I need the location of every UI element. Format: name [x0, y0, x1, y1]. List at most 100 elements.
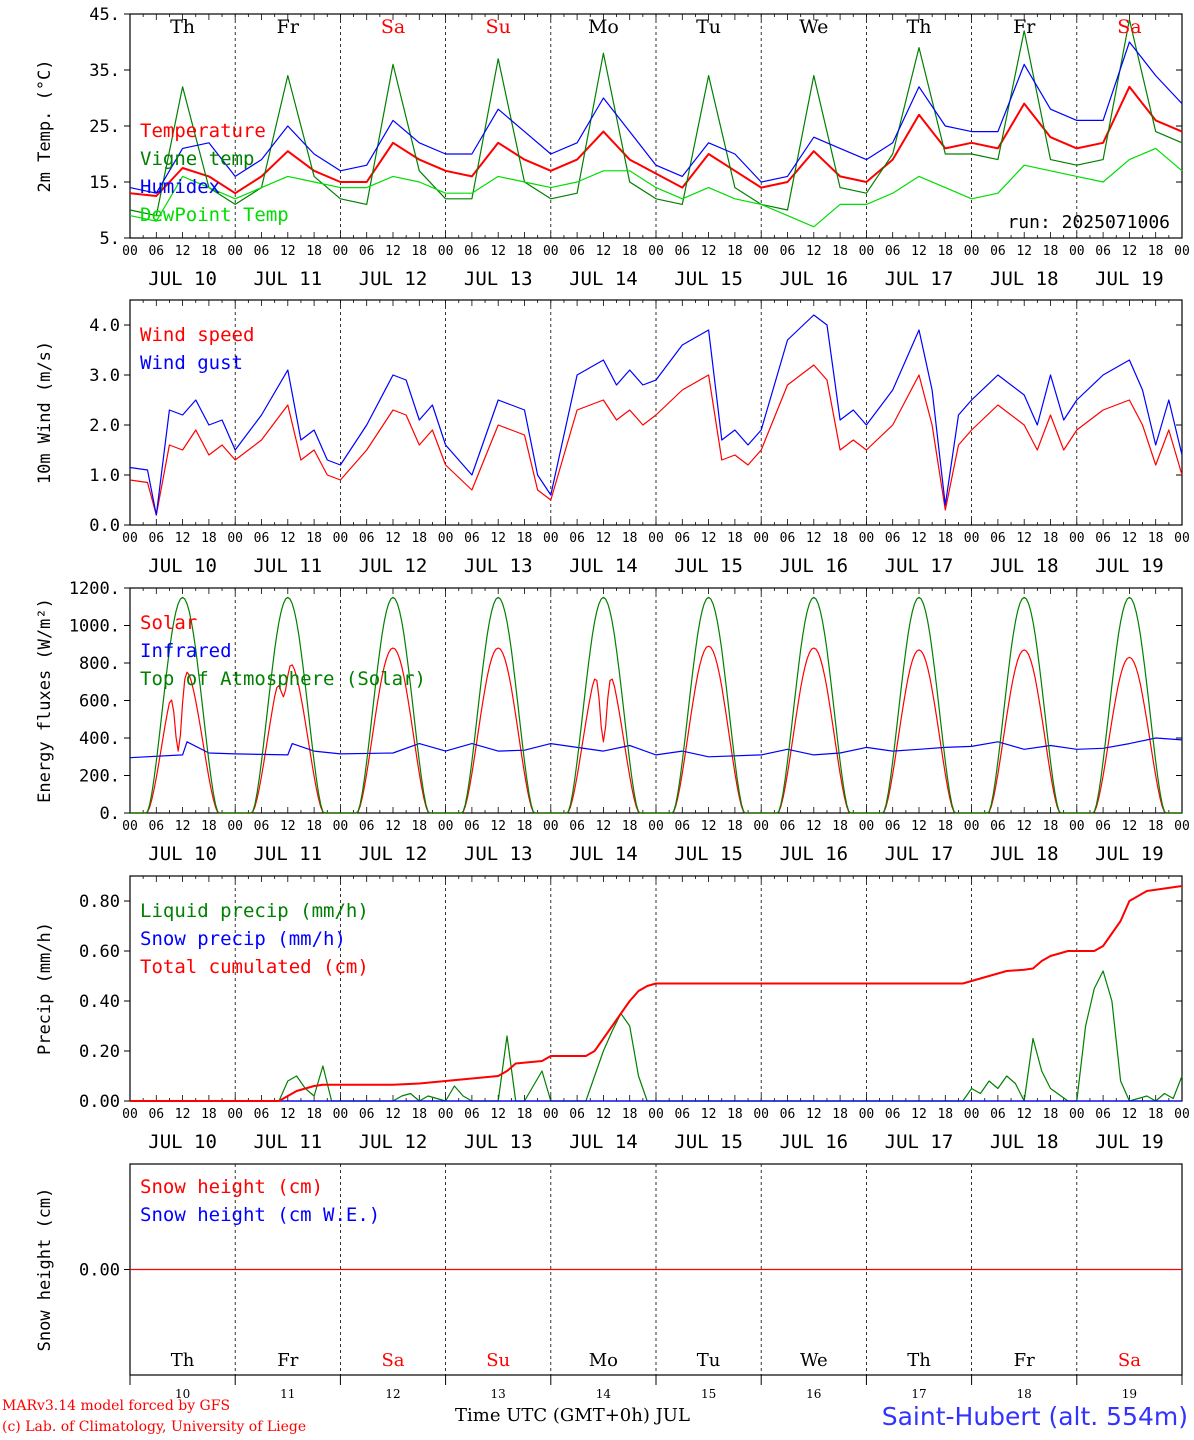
- hour-label: 12: [490, 244, 506, 259]
- hour-label: 00: [1069, 244, 1085, 259]
- hour-label: 18: [306, 531, 322, 546]
- hour-label: 12: [596, 531, 612, 546]
- hour-label: 00: [122, 244, 138, 259]
- y-tick-label: 0.: [100, 804, 120, 824]
- y-axis-label: 10m Wind (m/s): [35, 341, 55, 484]
- hour-label: 06: [780, 1107, 796, 1122]
- hour-label: 18: [622, 531, 638, 546]
- hour-label: 12: [490, 819, 506, 834]
- hour-label: 06: [1095, 531, 1111, 546]
- weekday-label: Tu: [696, 16, 721, 38]
- hour-label: 18: [201, 1107, 217, 1122]
- date-label: JUL 15: [674, 268, 743, 290]
- hour-label: 06: [674, 531, 690, 546]
- hour-label: 06: [780, 819, 796, 834]
- hour-label: 12: [490, 1107, 506, 1122]
- series-line-top-of-atmosphere-solar-: [130, 596, 1182, 814]
- hour-label: 12: [806, 244, 822, 259]
- hour-label: 00: [438, 819, 454, 834]
- hour-label: 06: [148, 531, 164, 546]
- series-line-wind-gust: [129, 314, 1183, 516]
- hour-label: 18: [411, 1107, 427, 1122]
- legend-entry: Snow height (cm): [140, 1176, 323, 1198]
- hour-label: 12: [1016, 244, 1032, 259]
- series-line-wind-speed: [129, 364, 1183, 516]
- hour-label: 18: [937, 819, 953, 834]
- hour-label: 18: [517, 819, 533, 834]
- hour-label: 06: [569, 819, 585, 834]
- hour-label: 18: [832, 244, 848, 259]
- hour-label: 06: [674, 1107, 690, 1122]
- weekday-label-bottom: Th: [171, 1350, 195, 1371]
- legend-entry: Snow height (cm W.E.): [140, 1204, 380, 1226]
- date-label: JUL 10: [148, 1131, 217, 1153]
- date-label: JUL 16: [779, 1131, 848, 1153]
- date-label: JUL 14: [569, 843, 638, 865]
- hour-label: 18: [727, 244, 743, 259]
- hour-label: 12: [806, 531, 822, 546]
- weekday-label: We: [799, 16, 828, 38]
- hour-label: 12: [911, 1107, 927, 1122]
- date-label: JUL 10: [148, 268, 217, 290]
- hour-label: 06: [254, 244, 270, 259]
- hour-label: 00: [227, 244, 243, 259]
- hour-label: 12: [1122, 1107, 1138, 1122]
- day-number-label: 14: [596, 1387, 612, 1401]
- hour-label: 18: [622, 1107, 638, 1122]
- y-tick-label: 5.: [100, 229, 120, 249]
- hour-label: 06: [569, 531, 585, 546]
- date-label: JUL 11: [253, 1131, 322, 1153]
- day-number-label: 18: [1017, 1387, 1032, 1401]
- hour-label: 12: [280, 244, 296, 259]
- hour-label: 00: [648, 244, 664, 259]
- hour-label: 12: [490, 531, 506, 546]
- legend-entry: Liquid precip (mm/h): [140, 900, 369, 922]
- hour-label: 00: [122, 819, 138, 834]
- weekday-label-bottom: Su: [486, 1350, 510, 1371]
- hour-label: 06: [885, 1107, 901, 1122]
- hour-label: 18: [517, 531, 533, 546]
- hour-label: 18: [1043, 531, 1059, 546]
- weekday-label: Fr: [277, 16, 300, 38]
- hour-label: 00: [753, 531, 769, 546]
- hour-label: 18: [1148, 531, 1164, 546]
- hour-label: 12: [806, 1107, 822, 1122]
- hour-label: 00: [1069, 1107, 1085, 1122]
- hour-label: 18: [411, 531, 427, 546]
- day-number-label: 16: [806, 1387, 821, 1401]
- hour-label: 12: [280, 531, 296, 546]
- hour-label: 18: [832, 531, 848, 546]
- hour-label: 00: [1174, 819, 1190, 834]
- date-label: JUL 13: [464, 555, 533, 577]
- y-tick-label: 1.0: [89, 466, 120, 486]
- date-label: JUL 12: [359, 555, 428, 577]
- hour-label: 18: [1043, 819, 1059, 834]
- date-label: JUL 10: [148, 843, 217, 865]
- y-tick-label: 0.0: [89, 516, 120, 536]
- y-tick-label: 0.60: [79, 942, 120, 962]
- series-line-total-cumulated-cm-: [130, 885, 1183, 1102]
- series-line-liquid-precip-mm-h-: [130, 970, 1183, 1102]
- weekday-label: Mo: [588, 16, 619, 38]
- hour-label: 18: [201, 531, 217, 546]
- hour-label: 12: [806, 819, 822, 834]
- hour-label: 12: [280, 819, 296, 834]
- hour-label: 00: [1069, 531, 1085, 546]
- date-label: JUL 19: [1095, 843, 1164, 865]
- y-tick-label: 25.: [89, 117, 120, 137]
- date-label: JUL 17: [885, 268, 954, 290]
- hour-label: 06: [148, 244, 164, 259]
- legend-entry: Wind gust: [140, 352, 243, 374]
- hour-label: 12: [175, 244, 191, 259]
- y-axis-label: Energy fluxes (W/m²): [35, 598, 55, 803]
- hour-label: 06: [885, 819, 901, 834]
- y-axis-label: Snow height (cm): [35, 1188, 55, 1352]
- hour-label: 00: [753, 1107, 769, 1122]
- hour-label: 00: [438, 1107, 454, 1122]
- hour-label: 12: [701, 1107, 717, 1122]
- hour-label: 12: [280, 1107, 296, 1122]
- panel-frame-2: [129, 299, 1183, 526]
- hour-label: 00: [1174, 1107, 1190, 1122]
- day-number-label: 15: [701, 1387, 716, 1401]
- hour-label: 12: [911, 531, 927, 546]
